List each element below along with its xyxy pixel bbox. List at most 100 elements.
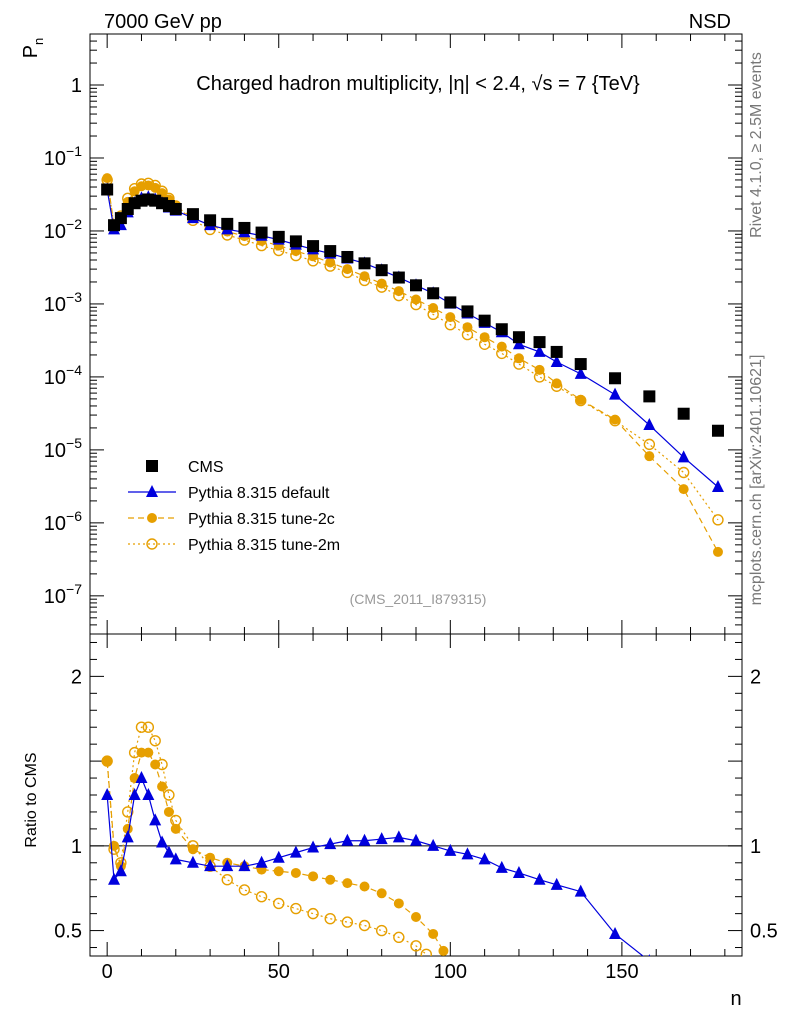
- tune2c-point: [150, 182, 161, 193]
- tune2m-ratio-point: [255, 890, 268, 903]
- default-ratio-point: [108, 872, 121, 885]
- main-ylabel-main: P: [20, 45, 42, 58]
- default-ratio-point: [478, 852, 491, 865]
- ratio-frame: [89, 633, 743, 957]
- tune2c-point: [479, 332, 490, 343]
- default-ratio-point: [392, 830, 405, 843]
- tune2c-ratio-point: [163, 806, 174, 817]
- cms-point: [410, 279, 422, 292]
- tune2c-point: [551, 378, 562, 389]
- default-ratio-point: [358, 833, 371, 846]
- default-ratio-point: [307, 840, 320, 853]
- cms-point: [495, 323, 508, 336]
- default-ratio-point: [324, 837, 337, 850]
- tune2m-ratio-point: [142, 721, 155, 733]
- default-ratio-point: [204, 859, 217, 872]
- main-y-tick-label: 10−7: [44, 581, 82, 608]
- main-y-tick-label: 10−3: [44, 289, 82, 316]
- tune2m-ratio-point: [290, 902, 302, 915]
- tune2m-line: [106, 179, 719, 521]
- default-ratio-point: [375, 832, 388, 845]
- cms-point: [461, 305, 474, 318]
- default-point: [677, 450, 690, 463]
- tune2m-ratio-point: [238, 884, 251, 896]
- default-point: [550, 355, 563, 368]
- ratio-y-tick-label-right: 2: [750, 666, 761, 688]
- tune2m-ratio-point: [393, 931, 405, 944]
- default-ratio-point: [512, 865, 525, 878]
- default-ratio-point: [289, 845, 302, 858]
- default-ratio-point: [255, 855, 268, 868]
- tune2c-point: [359, 271, 370, 282]
- mcplots-label: mcplots.cern.ch [arXiv:2401.10621]: [748, 355, 765, 606]
- tune2c-point: [325, 257, 336, 268]
- x-tick-label: 0: [102, 961, 113, 983]
- tune2m-ratio-point: [375, 924, 388, 937]
- tune2c-ratio-point: [170, 823, 181, 834]
- tune2m-ratio-point: [273, 897, 285, 910]
- default-ratio-point: [461, 847, 474, 860]
- legend-label-cms: CMS: [188, 459, 224, 476]
- main-y-tick-label: 10−4: [44, 362, 82, 389]
- tune2m-ratio-point: [307, 907, 319, 920]
- main-y-tick-label: 10−1: [44, 143, 82, 170]
- ratio-ylabel: Ratio to CMS: [23, 752, 40, 847]
- cms-point: [204, 214, 217, 227]
- tune2m-ratio-point: [410, 940, 422, 952]
- tune2c-point: [129, 186, 140, 197]
- default-point: [609, 387, 622, 400]
- tune2c-ratio-point: [342, 878, 353, 889]
- tune2c-point: [342, 264, 353, 275]
- default-ratio-point: [121, 830, 134, 843]
- default-ratio-point: [135, 771, 148, 784]
- cms-point: [444, 296, 457, 309]
- cms-point: [289, 235, 302, 248]
- tune2c-point: [411, 294, 421, 305]
- tune2c-ratio-point: [150, 759, 161, 770]
- default-point: [533, 344, 546, 357]
- tune2c-ratio-line: [106, 752, 444, 952]
- x-axis-label: n: [730, 988, 741, 1010]
- x-tick-label: 150: [605, 961, 638, 983]
- tune2c-ratio-point: [325, 874, 336, 885]
- tune2c-point: [534, 364, 545, 375]
- ratio-series: [101, 721, 651, 956]
- default-ratio-point: [221, 859, 234, 872]
- tick-base: 10: [44, 440, 66, 462]
- tune2m-ratio-point: [135, 721, 148, 733]
- main-y-tick-label: 10−2: [44, 216, 82, 243]
- main-title: Charged hadron multiplicity, |η| < 2.4, …: [196, 73, 640, 95]
- default-ratio-point: [341, 833, 354, 846]
- tune2c-ratio-point: [102, 756, 113, 767]
- ratio-y-tick-label-right: 1: [750, 836, 761, 858]
- legend-marker-default: [146, 485, 158, 497]
- cms-point: [221, 217, 234, 230]
- cms-point: [272, 230, 285, 243]
- cms-point: [392, 271, 405, 284]
- main-y-tick-label: 10−6: [44, 508, 82, 535]
- default-ratio-point: [410, 833, 422, 846]
- default-ratio-point: [238, 859, 251, 872]
- default-ratio-point: [272, 850, 285, 863]
- legend-marker-tune2m: [146, 538, 158, 550]
- legend: CMS Pythia 8.315 default Pythia 8.315 tune…: [128, 459, 340, 554]
- tune2m-point: [643, 438, 656, 451]
- tune2c-ratio-point: [187, 844, 198, 855]
- default-ratio-point: [648, 954, 651, 956]
- default-point: [574, 366, 587, 379]
- main-y-tick-label: 10−5: [44, 435, 82, 462]
- tick-base: 10: [44, 294, 66, 316]
- tune2c-point: [102, 173, 113, 184]
- cms-point: [101, 183, 114, 196]
- tune2m-ratio-point: [122, 806, 134, 818]
- tune2c-point: [376, 278, 387, 289]
- rivet-label: Rivet 4.1.0, ≥ 2.5M events: [748, 52, 765, 238]
- tune2c-point: [428, 302, 439, 313]
- tune2c-ratio-point: [411, 912, 421, 923]
- cms-point: [478, 314, 491, 327]
- tune2c-ratio-point: [438, 945, 449, 956]
- cms-point: [375, 264, 388, 277]
- tune2m-ratio-point: [163, 789, 175, 801]
- ratio-axes: 0 50 100 150 0.5 0.5 1 1 2 2: [54, 633, 778, 983]
- cms-point: [609, 372, 622, 385]
